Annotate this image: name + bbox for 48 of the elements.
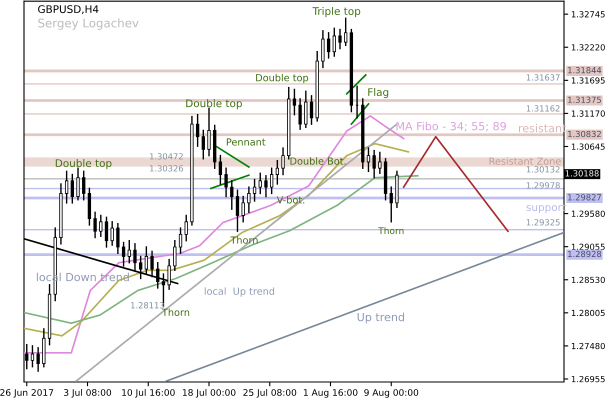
y-tick-label: 1.28005 — [572, 310, 605, 316]
y-tick-label: 1.29580 — [572, 210, 605, 217]
y-tick-label: 1.30645 — [572, 143, 605, 150]
y-tick-label: 1.31695 — [572, 77, 605, 84]
annotation: 1.29978 — [526, 182, 560, 189]
annotation: Double top — [56, 159, 112, 170]
y-tick-label: 1.32745 — [572, 11, 605, 18]
annotation: 1.30326 — [150, 165, 184, 172]
ref-line-label: 1.29827 — [568, 194, 601, 200]
ref-line-label: 1.28928 — [568, 250, 602, 258]
ref-line-label: 1.31844 — [568, 67, 602, 74]
text: Sergey Logachev — [38, 18, 139, 30]
x-tick-label: 10 Jul 16:00 — [122, 388, 175, 398]
annotation: 1.31637 — [526, 74, 560, 81]
annotation: Thorn — [162, 308, 190, 316]
chart-title: GBPUSD,H4 — [38, 5, 98, 14]
annotation: Double top — [186, 99, 242, 110]
x-tick-label: 18 Jul 00:00 — [182, 388, 236, 398]
annotation: Double top — [256, 74, 308, 84]
y-tick-label: 1.32220 — [572, 44, 605, 51]
band-label: Resistant Zone — [490, 157, 561, 165]
annotation: 1.30472 — [150, 153, 183, 160]
annotation: local Up trend — [204, 287, 274, 297]
annotation: Up trend — [358, 312, 404, 324]
annotation: Thorn — [378, 227, 404, 234]
annotation: 1.29325 — [526, 219, 560, 226]
annotation: 1.28113 — [131, 302, 164, 308]
x-tick-label: 9 Aug 00:00 — [364, 389, 418, 398]
x-tick-label: 26 Jun 2017 — [0, 389, 54, 398]
y-tick-label: 1.29055 — [572, 244, 605, 250]
x-tick-label: 3 Jul 08:00 — [64, 388, 112, 398]
annotation: Thorn — [230, 236, 258, 244]
ref-line-label: 1.31375 — [568, 96, 601, 103]
annotation: 1.31162 — [526, 105, 560, 112]
y-tick-label: 1.28530 — [572, 276, 605, 284]
ref-line-label: 1.30832 — [568, 130, 601, 138]
x-tick-label: 25 Jul 08:00 — [243, 388, 296, 398]
annotation: MA Fibo - 34; 55; 89 — [396, 122, 506, 132]
y-tick-label: 1.26955 — [572, 376, 605, 382]
annotation: 1.30132 — [526, 166, 560, 173]
annotation: Flag — [368, 88, 388, 98]
x-tick-label: 1 Aug 16:00 — [304, 389, 358, 398]
annotation: Pennant — [226, 138, 266, 146]
text: 1.30188 — [566, 170, 599, 177]
annotation: V-bot. — [276, 196, 304, 204]
y-tick-label: 1.31170 — [572, 110, 605, 117]
annotation: Triple top — [312, 6, 360, 18]
y-tick-label: 1.27480 — [572, 342, 605, 350]
